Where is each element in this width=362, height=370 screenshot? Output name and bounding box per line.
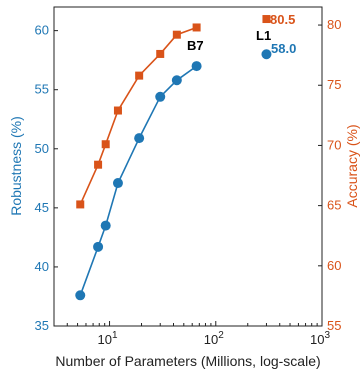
robustness-point	[75, 290, 86, 301]
y-left-tick-label: 45	[35, 200, 49, 215]
l1-label: L1	[256, 28, 271, 43]
y-right-tick-label: 75	[327, 77, 341, 92]
accuracy-point	[94, 160, 103, 169]
y-right-tick-label: 65	[327, 198, 341, 213]
y-left-tick-label: 60	[35, 23, 49, 38]
annotation-layer: B7 L1 80.5 58.0	[187, 12, 296, 56]
y-right-tick-label: 60	[327, 258, 341, 273]
y-right-tick-label: 55	[327, 318, 341, 333]
x-tick-label: 103	[310, 330, 330, 347]
robustness-point	[171, 75, 182, 86]
y-right-tick-label: 70	[327, 137, 341, 152]
robustness-point	[191, 61, 202, 72]
accuracy-point	[172, 30, 181, 39]
l1-accuracy-point	[262, 15, 271, 24]
y-left-tick-label: 40	[35, 259, 49, 274]
series-layer	[75, 15, 272, 301]
robustness-series-line	[79, 65, 198, 296]
x-tick-exponent: 2	[218, 330, 224, 341]
y-left-tick-label: 50	[35, 141, 49, 156]
y-right-axis-title: Accuracy (%)	[344, 124, 360, 207]
accuracy-point	[156, 49, 165, 58]
b7-label: B7	[187, 38, 204, 53]
robustness-point	[112, 178, 123, 189]
accuracy-series-line	[79, 26, 197, 205]
accuracy-point	[101, 140, 110, 149]
y-left-axis-title: Robustness (%)	[8, 116, 24, 216]
accuracy-point	[192, 23, 201, 32]
robustness-point	[134, 133, 145, 144]
l1-accuracy-label: 80.5	[270, 12, 295, 27]
y-left-tick-label: 55	[35, 82, 49, 97]
accuracy-point	[135, 71, 144, 80]
x-tick-base: 10	[310, 332, 324, 347]
x-tick-base: 10	[204, 332, 218, 347]
x-tick-base: 10	[98, 332, 112, 347]
robustness-point	[100, 220, 111, 231]
plot-frame	[53, 6, 323, 327]
y-left-tick-label: 35	[35, 318, 49, 333]
accuracy-point	[113, 106, 122, 115]
l1-robustness-point	[261, 49, 272, 60]
x-tick-label: 102	[204, 330, 224, 347]
x-tick-exponent: 1	[112, 330, 118, 341]
x-tick-label: 101	[98, 330, 118, 347]
l1-robustness-label: 58.0	[271, 41, 296, 56]
robustness-point	[155, 91, 166, 102]
x-axis-title: Number of Parameters (Millions, log-scal…	[55, 353, 320, 369]
y-right-tick-label: 80	[327, 17, 341, 32]
robustness-point	[93, 241, 104, 252]
accuracy-point	[76, 200, 85, 209]
x-tick-exponent: 3	[324, 330, 330, 341]
